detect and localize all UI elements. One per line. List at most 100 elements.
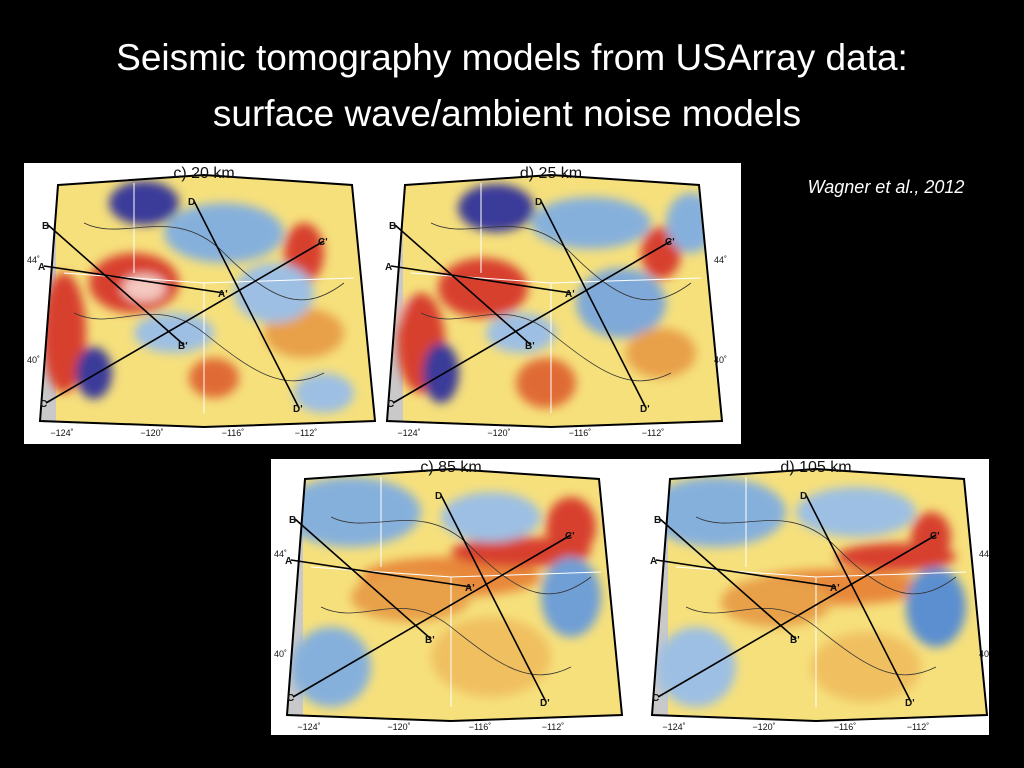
lon-label: −112˚ [642, 428, 665, 438]
profile-label: D [435, 491, 442, 502]
lon-label: −120˚ [140, 428, 163, 438]
lat-label: 40˚ [979, 649, 992, 659]
velocity-anomaly [42, 273, 86, 393]
profile-label: D' [640, 404, 650, 415]
map-panel: c) 85 km −124˚ −120˚ −116˚ −112˚ 44˚ 40˚ A A' B B'… [274, 459, 624, 732]
velocity-anomaly [576, 268, 666, 338]
profile-label: C' [565, 531, 575, 542]
profile-line [47, 224, 185, 346]
profile-label: B [389, 221, 396, 232]
lon-label: −116˚ [469, 722, 492, 732]
velocity-anomaly [652, 477, 786, 547]
profile-label: B [289, 515, 296, 526]
profile-label: A' [565, 289, 575, 300]
profile-label: B [654, 515, 661, 526]
velocity-anomaly [796, 487, 916, 537]
lon-label: −112˚ [542, 722, 565, 732]
map-border [38, 173, 377, 429]
lon-label: −112˚ [295, 428, 318, 438]
velocity-anomaly [109, 181, 179, 225]
profile-label: C [387, 399, 394, 410]
lon-label: −124˚ [50, 428, 73, 438]
profile-label: D' [540, 698, 550, 709]
profile-label: B' [178, 341, 188, 352]
profile-line [43, 265, 225, 294]
panel-title: c) 20 km [173, 165, 234, 182]
velocity-anomaly [134, 313, 214, 353]
profile-line [193, 200, 300, 409]
velocity-field [287, 477, 601, 707]
map-field [40, 175, 375, 427]
profile-label: D [535, 197, 542, 208]
profile-label: A' [218, 289, 228, 300]
profile-line [45, 240, 325, 404]
profile-line [292, 534, 572, 698]
velocity-anomaly [351, 572, 471, 622]
velocity-anomaly [541, 557, 601, 637]
lat-label: 40˚ [27, 355, 40, 365]
velocity-anomaly [441, 492, 541, 542]
profile-label: A [650, 556, 657, 567]
profile-label: C' [930, 531, 940, 542]
profile-label: C' [318, 237, 328, 248]
velocity-anomaly [291, 627, 371, 707]
lon-label: −116˚ [222, 428, 245, 438]
velocity-anomaly [721, 577, 831, 627]
profile-label: D' [293, 404, 303, 415]
velocity-anomaly [234, 263, 314, 323]
profile-label: A [285, 556, 292, 567]
velocity-anomaly [423, 343, 459, 403]
profile-line [394, 224, 532, 346]
lat-label: 40˚ [274, 649, 287, 659]
map-border [650, 467, 989, 723]
contour [320, 516, 592, 676]
profile-label: C [287, 693, 294, 704]
velocity-anomaly [189, 358, 239, 398]
velocity-anomaly [294, 373, 354, 413]
velocity-anomaly [906, 567, 966, 647]
panel-title: d) 105 km [780, 459, 851, 476]
map-border [285, 467, 624, 723]
map-border [385, 173, 724, 429]
profile-line [290, 559, 472, 588]
profile-label: A' [830, 583, 840, 594]
title-line: Seismic tomography models from USArray d… [116, 37, 908, 78]
profile-line [390, 265, 572, 294]
velocity-field [42, 181, 354, 413]
map-panel: c) 20 km −124˚ −120˚ −116˚ −112˚ 44˚ 40˚ A A' B B'… [27, 165, 377, 438]
lat-label: 44˚ [27, 255, 40, 265]
lat-label: 44˚ [714, 255, 727, 265]
velocity-anomaly [626, 328, 696, 378]
velocity-anomaly [164, 203, 284, 263]
panel-title: c) 85 km [420, 459, 481, 476]
profile-label: B [42, 221, 49, 232]
lon-label: −124˚ [397, 428, 420, 438]
velocity-anomaly [122, 274, 166, 302]
profile-line [805, 494, 912, 703]
velocity-field [652, 477, 966, 707]
profile-line [540, 200, 647, 409]
velocity-anomaly [287, 477, 421, 547]
profile-label: D' [905, 698, 915, 709]
map-field [287, 469, 622, 721]
profile-line [659, 518, 797, 640]
profile-label: B' [525, 341, 535, 352]
velocity-anomaly [656, 627, 736, 707]
profile-line [655, 559, 837, 588]
lat-label: 40˚ [714, 355, 727, 365]
map-field [387, 175, 722, 427]
profile-label: C [652, 693, 659, 704]
lon-label: −124˚ [297, 722, 320, 732]
lon-label: −120˚ [487, 428, 510, 438]
profile-line [392, 240, 672, 404]
profile-line [294, 518, 432, 640]
lon-label: −112˚ [907, 722, 930, 732]
profile-line [440, 494, 547, 703]
contour [685, 516, 957, 676]
velocity-anomaly [531, 197, 651, 249]
velocity-anomaly [438, 258, 528, 318]
citation: Wagner et al., 2012 [808, 177, 965, 197]
velocity-field [396, 184, 716, 408]
lon-label: −116˚ [834, 722, 857, 732]
